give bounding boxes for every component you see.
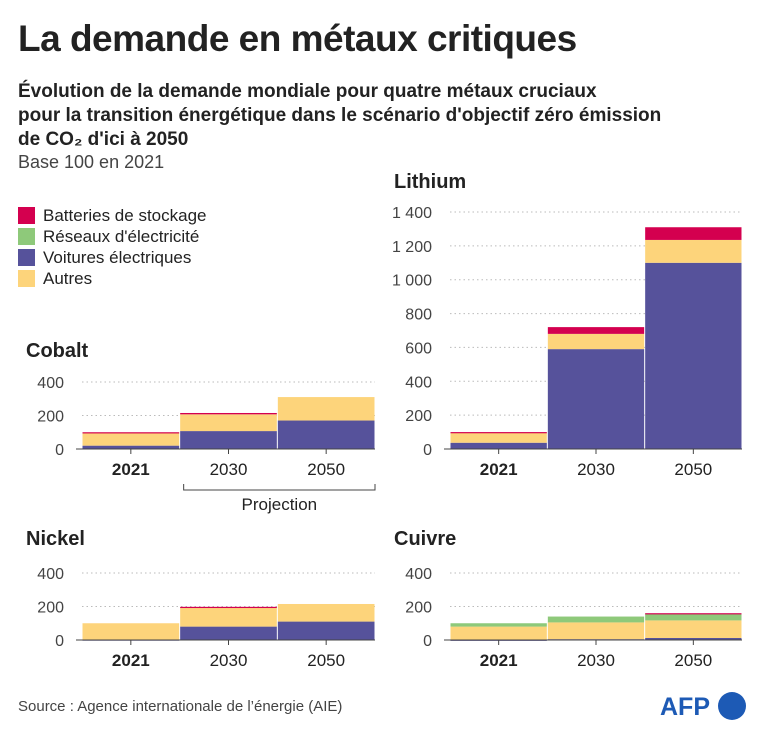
legend-label: Voitures électriques <box>43 247 192 267</box>
bar-segment <box>547 616 645 623</box>
afp-logo-icon: AFP <box>660 692 746 721</box>
legend-swatch <box>18 207 35 224</box>
legend-item: Réseaux d'électricité <box>18 226 206 247</box>
svg-text:AFP: AFP <box>660 693 710 721</box>
bar-segment <box>180 626 277 640</box>
legend-item: Voitures électriques <box>18 247 206 268</box>
bar-segment <box>180 412 277 415</box>
bar-segment <box>450 623 547 627</box>
legend-item: Autres <box>18 268 206 289</box>
legend-swatch <box>18 228 35 245</box>
legend-swatch <box>18 270 35 287</box>
bar-segment <box>180 414 277 432</box>
y-tick-label: 200 <box>37 600 64 617</box>
y-tick-label: 200 <box>405 408 432 425</box>
bar-segment <box>645 239 742 263</box>
x-tick-label: 2030 <box>577 651 615 670</box>
bar-segment <box>450 442 547 449</box>
y-tick-label: 400 <box>405 566 432 583</box>
bar-segment <box>450 626 547 640</box>
x-tick-label: 2050 <box>674 460 712 479</box>
y-tick-label: 0 <box>55 442 64 459</box>
bar-segment <box>82 432 180 434</box>
bar-segment <box>645 620 742 638</box>
subtitle-line: Évolution de la demande mondiale pour qu… <box>18 81 597 102</box>
bar-segment <box>450 432 547 443</box>
chart-title: Cuivre <box>394 528 456 550</box>
y-tick-label: 400 <box>37 375 64 392</box>
bar-segment <box>645 613 742 615</box>
y-tick-label: 600 <box>405 340 432 357</box>
bar-segment <box>180 607 277 627</box>
chart-title: Nickel <box>26 528 85 550</box>
y-tick-label: 1 400 <box>392 205 432 222</box>
y-tick-label: 400 <box>405 374 432 391</box>
legend-swatch <box>18 249 35 266</box>
bar-segment <box>645 637 742 640</box>
bar-segment <box>450 432 547 434</box>
source-note: Source : Agence internationale de l’éner… <box>18 698 343 715</box>
y-tick-label: 1 000 <box>392 273 432 290</box>
subtitle-line: de CO₂ d'ici à 2050 <box>18 129 189 150</box>
bar-segment <box>645 613 742 621</box>
y-tick-label: 0 <box>55 633 64 650</box>
legend-item: Batteries de stockage <box>18 205 206 226</box>
projection-bracket <box>183 484 376 491</box>
chart-title: Cobalt <box>26 340 89 362</box>
afp-logo: AFP <box>660 690 750 727</box>
x-tick-label: 2021 <box>112 651 150 670</box>
x-tick-label: 2021 <box>480 651 518 670</box>
bar-segment <box>82 445 180 449</box>
projection-label: Projection <box>242 495 318 514</box>
x-tick-label: 2030 <box>210 460 248 479</box>
y-tick-label: 800 <box>405 307 432 324</box>
bar-segment <box>547 327 645 334</box>
bar-segment <box>180 431 277 449</box>
x-tick-label: 2021 <box>112 460 150 479</box>
bar-segment <box>277 397 375 421</box>
subtitle-line: pour la transition énergétique dans le s… <box>18 105 662 126</box>
x-tick-label: 2050 <box>674 651 712 670</box>
chart-title: Lithium <box>394 171 466 193</box>
y-tick-label: 0 <box>423 442 432 459</box>
legend-label: Réseaux d'électricité <box>43 226 200 246</box>
bar-segment <box>547 333 645 350</box>
legend-label: Autres <box>43 268 93 288</box>
page-title: La demande en métaux critiques <box>18 18 577 59</box>
bar-segment <box>277 603 375 622</box>
bar-segment <box>645 227 742 240</box>
legend: Batteries de stockage Réseaux d'électric… <box>18 205 206 289</box>
y-tick-label: 200 <box>405 600 432 617</box>
x-tick-label: 2050 <box>307 460 345 479</box>
y-tick-label: 200 <box>37 409 64 426</box>
bar-segment <box>82 623 180 640</box>
y-tick-label: 400 <box>37 566 64 583</box>
x-tick-label: 2021 <box>480 460 518 479</box>
x-tick-label: 2050 <box>307 651 345 670</box>
bar-segment <box>277 621 375 640</box>
x-tick-label: 2030 <box>577 460 615 479</box>
bar-segment <box>547 622 645 640</box>
y-tick-label: 0 <box>423 633 432 650</box>
legend-label: Batteries de stockage <box>43 205 207 225</box>
bar-segment <box>547 349 645 449</box>
y-tick-label: 1 200 <box>392 239 432 256</box>
x-tick-label: 2030 <box>210 651 248 670</box>
bar-segment <box>180 606 277 609</box>
bar-segment <box>277 420 375 449</box>
bar-segment <box>82 432 180 446</box>
bar-segment <box>645 262 742 449</box>
subtitle: Évolution de la demande mondiale pour qu… <box>18 80 661 152</box>
base-note: Base 100 en 2021 <box>18 152 165 172</box>
